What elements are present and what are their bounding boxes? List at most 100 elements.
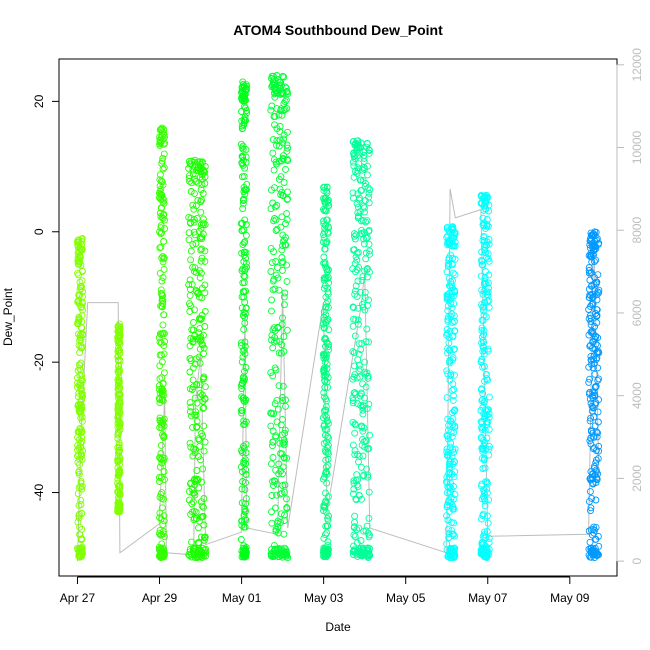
data-point xyxy=(185,229,193,237)
data-point xyxy=(320,351,328,359)
data-point xyxy=(238,358,246,366)
data-point xyxy=(201,257,209,265)
data-point xyxy=(116,461,124,468)
data-point xyxy=(478,397,486,405)
data-point xyxy=(446,489,454,497)
data-point xyxy=(241,515,249,523)
data-point xyxy=(75,468,83,476)
data-point xyxy=(186,276,194,284)
data-point xyxy=(359,303,367,311)
data-point xyxy=(594,364,602,372)
data-point xyxy=(271,477,279,485)
data-point xyxy=(157,134,165,142)
data-point xyxy=(78,234,86,242)
data-point xyxy=(594,455,602,463)
data-point xyxy=(271,364,279,372)
data-point xyxy=(361,183,369,190)
chart-title: ATOM4 Southbound Dew_Point xyxy=(233,22,443,38)
data-point xyxy=(363,551,371,559)
data-point xyxy=(443,296,451,303)
data-segment xyxy=(319,183,333,561)
data-point xyxy=(239,394,247,402)
data-point xyxy=(320,217,327,225)
data-point xyxy=(363,234,371,242)
data-point xyxy=(592,310,600,317)
data-point xyxy=(485,451,493,459)
data-point xyxy=(78,547,86,555)
data-point xyxy=(354,277,362,285)
data-point xyxy=(238,122,246,130)
data-point xyxy=(158,388,166,396)
data-segment xyxy=(185,156,210,562)
data-point xyxy=(193,422,201,430)
data-point xyxy=(595,289,603,297)
data-point xyxy=(77,536,85,544)
data-point xyxy=(197,198,205,206)
data-point xyxy=(201,307,209,315)
data-point xyxy=(198,294,206,302)
data-point xyxy=(191,264,199,272)
data-point xyxy=(481,438,489,446)
data-point xyxy=(185,175,193,183)
data-point xyxy=(156,176,164,184)
data-point xyxy=(115,483,123,491)
data-point xyxy=(479,424,487,432)
data-point xyxy=(593,433,601,441)
data-point xyxy=(157,191,165,198)
data-point xyxy=(114,456,122,464)
data-point xyxy=(240,226,248,234)
data-point xyxy=(355,452,363,460)
data-point xyxy=(587,328,595,336)
data-point xyxy=(239,279,247,287)
data-point xyxy=(272,432,280,440)
data-point xyxy=(160,422,168,430)
data-point xyxy=(366,186,374,194)
data-point xyxy=(160,311,168,319)
data-point xyxy=(354,167,362,175)
data-point xyxy=(272,257,280,265)
data-point xyxy=(481,246,489,254)
data-point xyxy=(360,402,367,410)
data-point xyxy=(586,294,593,302)
data-point xyxy=(480,528,488,536)
data-point xyxy=(588,360,595,368)
data-point xyxy=(586,395,594,403)
data-point xyxy=(238,249,246,257)
data-point xyxy=(591,401,599,409)
data-point xyxy=(447,485,455,493)
data-point xyxy=(195,524,202,532)
data-point xyxy=(481,549,489,557)
data-point xyxy=(359,217,367,224)
data-point xyxy=(590,413,598,421)
data-point xyxy=(242,495,250,503)
data-point xyxy=(158,540,166,548)
data-segment xyxy=(155,124,169,562)
data-point xyxy=(240,546,248,554)
data-point xyxy=(356,365,364,373)
data-point xyxy=(283,210,291,218)
data-point xyxy=(478,495,486,503)
data-point xyxy=(78,417,86,425)
data-point xyxy=(115,444,123,451)
data-point xyxy=(156,228,163,236)
data-point xyxy=(272,216,280,224)
data-point xyxy=(350,151,358,159)
data-point xyxy=(284,188,291,196)
data-point xyxy=(365,189,373,197)
data-point xyxy=(196,442,204,450)
data-point xyxy=(278,246,286,254)
data-point xyxy=(595,396,603,404)
data-point xyxy=(366,531,373,539)
data-point xyxy=(592,456,600,464)
data-point xyxy=(198,340,206,348)
data-point xyxy=(158,303,166,310)
data-point xyxy=(197,167,205,175)
data-point xyxy=(161,476,168,484)
data-point xyxy=(484,519,492,527)
data-point xyxy=(237,535,245,543)
data-point xyxy=(274,405,282,413)
data-point xyxy=(156,463,164,471)
data-point xyxy=(243,263,250,271)
data-point xyxy=(589,338,597,346)
data-point xyxy=(199,512,207,520)
